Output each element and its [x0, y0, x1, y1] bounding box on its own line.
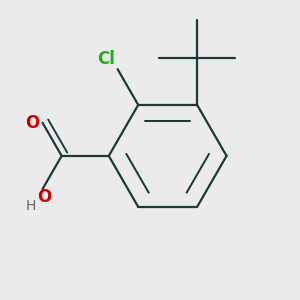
Text: H: H [26, 199, 36, 213]
Text: O: O [25, 114, 40, 132]
Text: O: O [37, 188, 51, 206]
Text: Cl: Cl [97, 50, 115, 68]
